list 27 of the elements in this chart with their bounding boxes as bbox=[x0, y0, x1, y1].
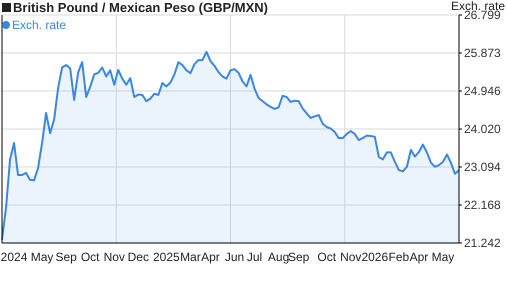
x-tick-label: 2025 bbox=[153, 250, 180, 264]
y-tick-label: 23.094 bbox=[464, 160, 502, 174]
y-tick-label: 24.020 bbox=[464, 122, 502, 136]
x-tick-label: Apr bbox=[201, 250, 220, 264]
x-tick-label: Oct bbox=[80, 250, 100, 264]
x-tick-label: Sep bbox=[288, 250, 310, 264]
y-tick-label: 24.946 bbox=[464, 84, 502, 98]
x-tick-label: Mar bbox=[180, 250, 201, 264]
x-tick-label: Aug bbox=[268, 250, 290, 264]
x-tick-label: Sep bbox=[55, 250, 78, 264]
y-tick-label: 25.873 bbox=[464, 46, 502, 60]
x-tick-label: Jul bbox=[246, 250, 262, 264]
x-tick-label: Jun bbox=[224, 250, 244, 264]
y-tick-label: 22.168 bbox=[464, 198, 502, 212]
x-tick-label: May bbox=[432, 250, 454, 264]
chart-title: British Pound / Mexican Peso (GBP/MXN) bbox=[13, 0, 268, 15]
y-tick-label: 21.242 bbox=[464, 236, 502, 250]
x-tick-label: Nov bbox=[340, 250, 362, 264]
x-tick-label: 2026 bbox=[361, 250, 388, 264]
x-tick-label: Apr bbox=[410, 250, 428, 264]
x-tick-label: Dec bbox=[128, 250, 149, 264]
x-tick-label: Feb bbox=[388, 250, 410, 264]
x-tick-label: May bbox=[30, 250, 54, 264]
legend-label: Exch. rate bbox=[12, 18, 66, 32]
x-tick-label: Nov bbox=[104, 250, 125, 264]
x-tick-label: 2024 bbox=[0, 250, 28, 264]
x-tick-label: Oct bbox=[317, 250, 337, 264]
